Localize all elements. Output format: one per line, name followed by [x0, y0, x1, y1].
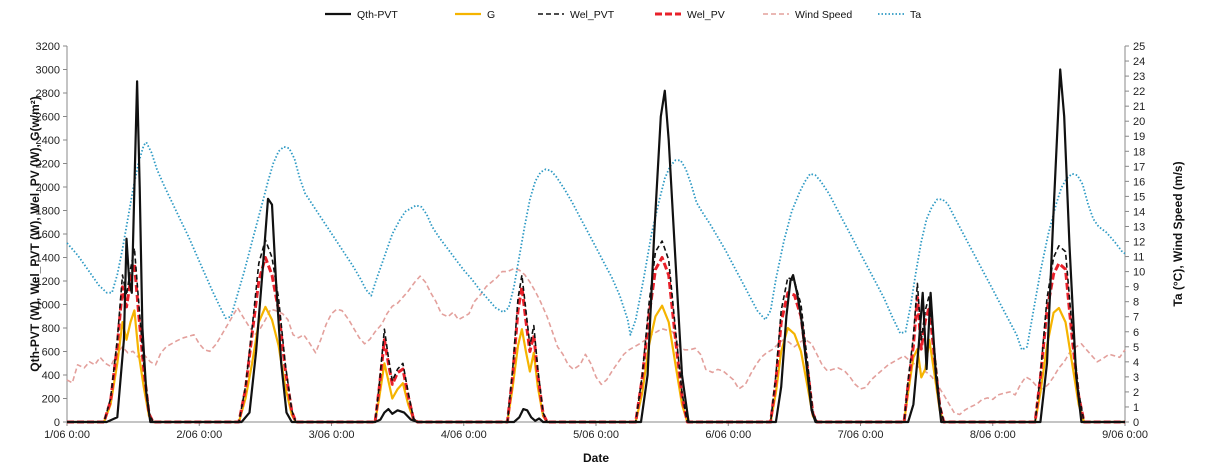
y-right-tick-label: 6 — [1133, 327, 1139, 339]
x-tick-label: 5/06 0:00 — [573, 429, 619, 441]
y-left-tick-label: 400 — [42, 370, 60, 382]
x-tick-label: 3/06 0:00 — [309, 429, 355, 441]
x-tick-label: 7/06 0:00 — [838, 429, 884, 441]
y-right-axis-title: Ta (°C), Wind Speed (m/s) — [1171, 161, 1185, 306]
y-left-tick-label: 2800 — [36, 88, 60, 100]
y-right-tick-label: 25 — [1133, 41, 1145, 53]
y-right-tick-label: 22 — [1133, 86, 1145, 98]
y-left-tick-label: 1600 — [36, 229, 60, 241]
y-right-tick-label: 9 — [1133, 282, 1139, 294]
y-right-tick-label: 4 — [1133, 357, 1139, 369]
y-right-tick-label: 13 — [1133, 221, 1145, 233]
y-right-tick-label: 3 — [1133, 372, 1139, 384]
y-right-tick-label: 17 — [1133, 161, 1145, 173]
y-right-tick-label: 23 — [1133, 71, 1145, 83]
y-right-tick-label: 7 — [1133, 312, 1139, 324]
y-right-tick-label: 16 — [1133, 176, 1145, 188]
y-left-tick-label: 2600 — [36, 112, 60, 124]
y-left-tick-label: 1800 — [36, 206, 60, 218]
x-tick-label: 8/06 0:00 — [970, 429, 1016, 441]
legend-label-ta: Ta — [910, 9, 921, 21]
y-left-tick-label: 2200 — [36, 159, 60, 171]
y-left-tick-label: 1000 — [36, 300, 60, 312]
y-right-tick-label: 21 — [1133, 101, 1145, 113]
y-right-tick-label: 14 — [1133, 206, 1145, 218]
series-line-ta — [66, 141, 1126, 351]
legend-label-wind-speed: Wind Speed — [795, 9, 852, 21]
series-line-wind-speed — [66, 267, 1126, 416]
y-left-tick-label: 1400 — [36, 253, 60, 265]
y-left-tick-label: 800 — [42, 323, 60, 335]
y-left-tick-label: 1200 — [36, 276, 60, 288]
y-left-tick-label: 2400 — [36, 135, 60, 147]
y-right-tick-label: 19 — [1133, 131, 1145, 143]
y-right-tick-label: 24 — [1133, 56, 1145, 68]
y-left-tick-label: 600 — [42, 347, 60, 359]
y-left-tick-label: 200 — [42, 394, 60, 406]
y-left-tick-label: 0 — [54, 417, 60, 429]
x-tick-label: 6/06 0:00 — [705, 429, 751, 441]
legend-label-wel-pv: Wel_PV — [687, 9, 725, 21]
y-right-tick-label: 5 — [1133, 342, 1139, 354]
y-right-tick-label: 12 — [1133, 237, 1145, 249]
y-left-axis-title: Qth-PVT (W), Wel_PVT (W), Wel_PV (W), G(… — [28, 96, 42, 372]
legend-label-qth-pvt: Qth-PVT — [357, 9, 398, 21]
x-tick-label: 1/06 0:00 — [44, 429, 90, 441]
y-right-tick-label: 2 — [1133, 387, 1139, 399]
x-tick-label: 2/06 0:00 — [176, 429, 222, 441]
y-right-tick-label: 20 — [1133, 116, 1145, 128]
y-left-tick-label: 3000 — [36, 65, 60, 77]
legend-label-g: G — [487, 9, 495, 21]
series-line-wel-pvt — [67, 239, 1125, 423]
y-right-tick-label: 1 — [1133, 402, 1139, 414]
y-left-tick-label: 2000 — [36, 182, 60, 194]
legend-label-wel-pvt: Wel_PVT — [570, 9, 615, 21]
y-left-tick-label: 3200 — [36, 41, 60, 53]
y-right-tick-label: 15 — [1133, 191, 1145, 203]
x-axis-title: Date — [583, 451, 609, 465]
series-line-qth-pvt — [67, 68, 1125, 424]
x-tick-label: 4/06 0:00 — [441, 429, 487, 441]
series-line-wel-pv — [67, 256, 1125, 424]
y-right-tick-label: 11 — [1133, 252, 1144, 264]
y-right-tick-label: 10 — [1133, 267, 1145, 279]
y-right-tick-label: 8 — [1133, 297, 1139, 309]
x-tick-label: 9/06 0:00 — [1102, 429, 1148, 441]
series-line-g — [67, 304, 1125, 424]
y-right-tick-label: 18 — [1133, 146, 1145, 158]
y-right-tick-label: 0 — [1133, 417, 1139, 429]
